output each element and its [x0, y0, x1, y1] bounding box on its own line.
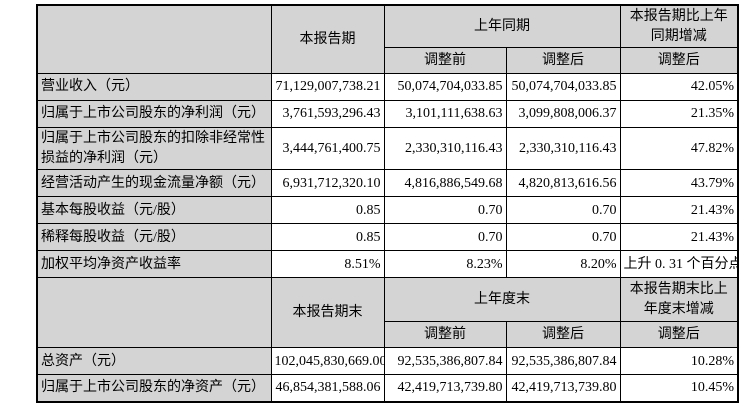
- header-adjusted-after: 调整后: [505, 47, 621, 75]
- value-before: 0.70: [383, 223, 507, 252]
- section2-corner-cell: [36, 277, 272, 349]
- value-current: 8.51%: [270, 250, 385, 279]
- table-row-weighted-avg-roe: 加权平均净资产收益率 8.51% 8.23% 8.20% 上升 0. 31 个百…: [36, 250, 739, 279]
- table-row-total-assets: 总资产（元） 102,045,830,669.00 92,535,386,807…: [36, 347, 739, 376]
- header-prior-year-end: 上年度末: [383, 277, 621, 323]
- value-current: 0.85: [270, 196, 385, 225]
- table-row-net-profit-excl-nonrecurring: 归属于上市公司股东的扣除非经常性损益的净利润（元） 3,444,761,400.…: [36, 127, 739, 171]
- value-current: 3,761,593,296.43: [270, 100, 385, 129]
- header-change-adjusted-after: 调整后: [619, 321, 739, 349]
- value-change: 21.35%: [619, 100, 739, 129]
- section2-header-row-2: 调整前 调整后 调整后: [37, 321, 739, 349]
- table-row-net-profit: 归属于上市公司股东的净利润（元） 3,761,593,296.43 3,101,…: [36, 100, 739, 129]
- value-change: 21.43%: [619, 196, 739, 225]
- value-after: 50,074,704,033.85: [505, 73, 621, 102]
- value-after: 0.70: [505, 223, 621, 252]
- value-current: 102,045,830,669.00: [270, 347, 385, 376]
- value-before: 2,330,310,116.43: [383, 127, 507, 171]
- section1-header-row-1: 本报告期 上年同期 本报告期比上年同期增减: [36, 4, 739, 75]
- value-current: 3,444,761,400.75: [270, 127, 385, 171]
- value-change: 上升 0. 31 个百分点: [619, 250, 739, 279]
- value-change: 21.43%: [619, 223, 739, 252]
- value-after: 92,535,386,807.84: [505, 347, 621, 376]
- table-row-basic-eps: 基本每股收益（元/股） 0.85 0.70 0.70 21.43%: [36, 196, 739, 225]
- value-after: 42,419,713,739.80: [505, 374, 621, 403]
- value-change: 47.82%: [619, 127, 739, 171]
- header-change-adjusted-after: 调整后: [619, 47, 739, 75]
- header-period-change: 本报告期比上年同期增减: [619, 4, 739, 49]
- header-adjusted-before: 调整前: [383, 321, 507, 349]
- header-current-period-end: 本报告期末: [270, 277, 385, 349]
- value-after: 0.70: [505, 196, 621, 225]
- row-label: 归属于上市公司股东的扣除非经常性损益的净利润（元）: [36, 127, 272, 171]
- row-label: 加权平均净资产收益率: [36, 250, 272, 279]
- value-before: 3,101,111,638.63: [383, 100, 507, 129]
- row-label: 总资产（元）: [36, 347, 272, 376]
- row-label: 营业收入（元）: [36, 73, 272, 102]
- table-row-revenue: 营业收入（元） 71,129,007,738.21 50,074,704,033…: [36, 73, 739, 102]
- value-after: 2,330,310,116.43: [505, 127, 621, 171]
- table-row-net-assets: 归属于上市公司股东的净资产（元） 46,854,381,588.06 42,41…: [36, 374, 739, 403]
- value-before: 0.70: [383, 196, 507, 225]
- value-before: 42,419,713,739.80: [383, 374, 507, 403]
- value-before: 8.23%: [383, 250, 507, 279]
- value-change: 10.28%: [619, 347, 739, 376]
- value-current: 71,129,007,738.21: [270, 73, 385, 102]
- section2-header-row-1: 本报告期末 上年度末 本报告期末比上年度末增减: [36, 277, 739, 349]
- section1-header-row-2: 调整前 调整后 调整后: [37, 47, 739, 75]
- value-current: 6,931,712,320.10: [270, 169, 385, 198]
- row-label: 经营活动产生的现金流量净额（元）: [36, 169, 272, 198]
- row-label: 归属于上市公司股东的净资产（元）: [36, 374, 272, 403]
- row-label: 归属于上市公司股东的净利润（元）: [36, 100, 272, 129]
- value-before: 4,816,886,549.68: [383, 169, 507, 198]
- table-row-operating-cash-flow: 经营活动产生的现金流量净额（元） 6,931,712,320.10 4,816,…: [36, 169, 739, 198]
- value-before: 92,535,386,807.84: [383, 347, 507, 376]
- value-change: 43.79%: [619, 169, 739, 198]
- value-before: 50,074,704,033.85: [383, 73, 507, 102]
- financial-summary-table: 本报告期 上年同期 本报告期比上年同期增减 调整前 调整后 调整后 营业收入（元…: [36, 4, 739, 403]
- header-current-period: 本报告期: [270, 4, 385, 75]
- row-label: 稀释每股收益（元/股）: [36, 223, 272, 252]
- header-adjusted-after: 调整后: [505, 321, 621, 349]
- section1-corner-cell: [36, 4, 272, 75]
- value-current: 0.85: [270, 223, 385, 252]
- value-after: 3,099,808,006.37: [505, 100, 621, 129]
- header-adjusted-before: 调整前: [383, 47, 507, 75]
- value-current: 46,854,381,588.06: [270, 374, 385, 403]
- table-row-diluted-eps: 稀释每股收益（元/股） 0.85 0.70 0.70 21.43%: [36, 223, 739, 252]
- header-prior-period: 上年同期: [383, 4, 621, 49]
- row-label: 基本每股收益（元/股）: [36, 196, 272, 225]
- value-change: 10.45%: [619, 374, 739, 403]
- value-after: 8.20%: [505, 250, 621, 279]
- value-change: 42.05%: [619, 73, 739, 102]
- header-period-end-change: 本报告期末比上年度末增减: [619, 277, 739, 323]
- value-after: 4,820,813,616.56: [505, 169, 621, 198]
